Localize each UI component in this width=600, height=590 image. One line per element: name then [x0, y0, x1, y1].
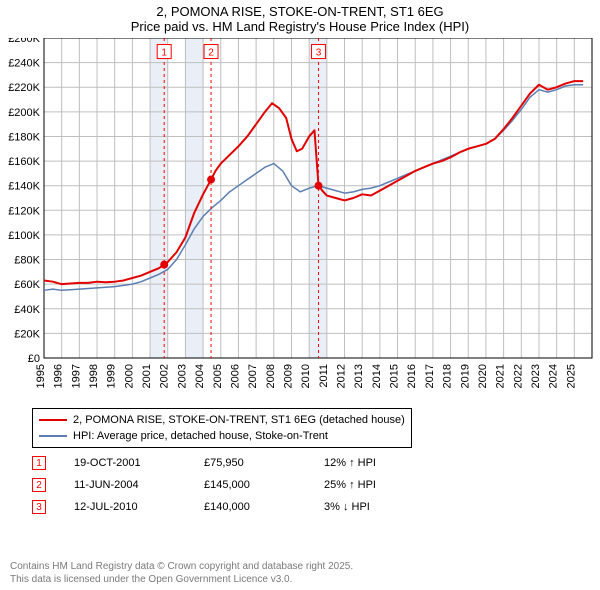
- svg-text:£100K: £100K: [8, 230, 40, 242]
- svg-text:£160K: £160K: [8, 156, 40, 168]
- legend-label: HPI: Average price, detached house, Stok…: [73, 428, 328, 444]
- legend-swatch: [39, 419, 67, 421]
- svg-text:£60K: £60K: [14, 279, 40, 291]
- svg-text:1: 1: [161, 48, 167, 59]
- svg-text:2: 2: [208, 48, 214, 59]
- svg-text:2002: 2002: [159, 364, 171, 388]
- tx-delta: 12% ↑ HPI: [324, 457, 444, 469]
- svg-text:2001: 2001: [141, 364, 153, 388]
- marker-badge: 2: [32, 478, 46, 492]
- chart-svg: £0 £20K £40K £60K £80K £100K £120K £140K £160K £1…: [0, 38, 600, 398]
- svg-text:£120K: £120K: [8, 205, 40, 217]
- footer-line1: Contains HM Land Registry data © Crown c…: [10, 560, 353, 573]
- table-row: 1 19-OCT-2001 £75,950 12% ↑ HPI: [32, 452, 444, 474]
- svg-text:£240K: £240K: [8, 58, 40, 70]
- svg-text:2017: 2017: [424, 364, 436, 388]
- marker-badge: 3: [32, 500, 46, 514]
- tx-date: 12-JUL-2010: [74, 501, 204, 513]
- footer-line2: This data is licensed under the Open Gov…: [10, 573, 353, 586]
- svg-text:£40K: £40K: [14, 304, 40, 316]
- svg-text:2018: 2018: [442, 364, 454, 388]
- svg-text:£80K: £80K: [14, 255, 40, 267]
- svg-text:£0: £0: [28, 353, 40, 365]
- svg-text:2024: 2024: [548, 364, 560, 388]
- svg-text:£200K: £200K: [8, 107, 40, 119]
- svg-text:2023: 2023: [530, 364, 542, 388]
- svg-text:2000: 2000: [123, 364, 135, 388]
- title-line2: Price paid vs. HM Land Registry's House …: [0, 19, 600, 34]
- tx-price: £75,950: [204, 457, 324, 469]
- svg-text:2015: 2015: [389, 364, 401, 388]
- svg-text:2003: 2003: [176, 364, 188, 388]
- chart-title: 2, POMONA RISE, STOKE-ON-TRENT, ST1 6EG …: [0, 0, 600, 34]
- tx-price: £145,000: [204, 479, 324, 491]
- tx-date: 11-JUN-2004: [74, 479, 204, 491]
- svg-text:2007: 2007: [247, 364, 259, 388]
- legend-label: 2, POMONA RISE, STOKE-ON-TRENT, ST1 6EG …: [73, 412, 405, 428]
- svg-text:2020: 2020: [477, 364, 489, 388]
- svg-text:£140K: £140K: [8, 181, 40, 193]
- svg-text:2011: 2011: [318, 364, 330, 388]
- svg-text:2021: 2021: [495, 364, 507, 388]
- svg-text:2019: 2019: [459, 364, 471, 388]
- svg-text:2008: 2008: [265, 364, 277, 388]
- chart-area: £0 £20K £40K £60K £80K £100K £120K £140K £160K £1…: [0, 38, 600, 398]
- svg-text:2022: 2022: [512, 364, 524, 388]
- svg-text:2014: 2014: [371, 364, 383, 388]
- svg-text:3: 3: [316, 48, 322, 59]
- legend: 2, POMONA RISE, STOKE-ON-TRENT, ST1 6EG …: [32, 408, 412, 448]
- svg-text:2006: 2006: [229, 364, 241, 388]
- svg-text:2004: 2004: [194, 364, 206, 388]
- svg-text:£180K: £180K: [8, 131, 40, 143]
- svg-text:1997: 1997: [70, 364, 82, 388]
- tx-delta: 25% ↑ HPI: [324, 479, 444, 491]
- legend-swatch: [39, 435, 67, 437]
- svg-text:1996: 1996: [53, 364, 65, 388]
- svg-text:2012: 2012: [336, 364, 348, 388]
- svg-text:1995: 1995: [35, 364, 47, 388]
- svg-text:2010: 2010: [300, 364, 312, 388]
- legend-item: 2, POMONA RISE, STOKE-ON-TRENT, ST1 6EG …: [39, 412, 405, 428]
- svg-text:2016: 2016: [406, 364, 418, 388]
- svg-text:2013: 2013: [353, 364, 365, 388]
- svg-text:1998: 1998: [88, 364, 100, 388]
- svg-text:1999: 1999: [106, 364, 118, 388]
- footer: Contains HM Land Registry data © Crown c…: [10, 560, 353, 586]
- svg-text:2025: 2025: [565, 364, 577, 388]
- table-row: 2 11-JUN-2004 £145,000 25% ↑ HPI: [32, 474, 444, 496]
- tx-price: £140,000: [204, 501, 324, 513]
- table-row: 3 12-JUL-2010 £140,000 3% ↓ HPI: [32, 496, 444, 518]
- svg-text:£20K: £20K: [14, 328, 40, 340]
- svg-text:2005: 2005: [212, 364, 224, 388]
- transactions-table: 1 19-OCT-2001 £75,950 12% ↑ HPI 2 11-JUN…: [32, 452, 444, 518]
- svg-text:£220K: £220K: [8, 82, 40, 94]
- tx-date: 19-OCT-2001: [74, 457, 204, 469]
- marker-badge: 1: [32, 456, 46, 470]
- tx-delta: 3% ↓ HPI: [324, 501, 444, 513]
- title-line1: 2, POMONA RISE, STOKE-ON-TRENT, ST1 6EG: [0, 4, 600, 19]
- svg-text:£260K: £260K: [8, 38, 40, 45]
- svg-text:2009: 2009: [282, 364, 294, 388]
- legend-item: HPI: Average price, detached house, Stok…: [39, 428, 405, 444]
